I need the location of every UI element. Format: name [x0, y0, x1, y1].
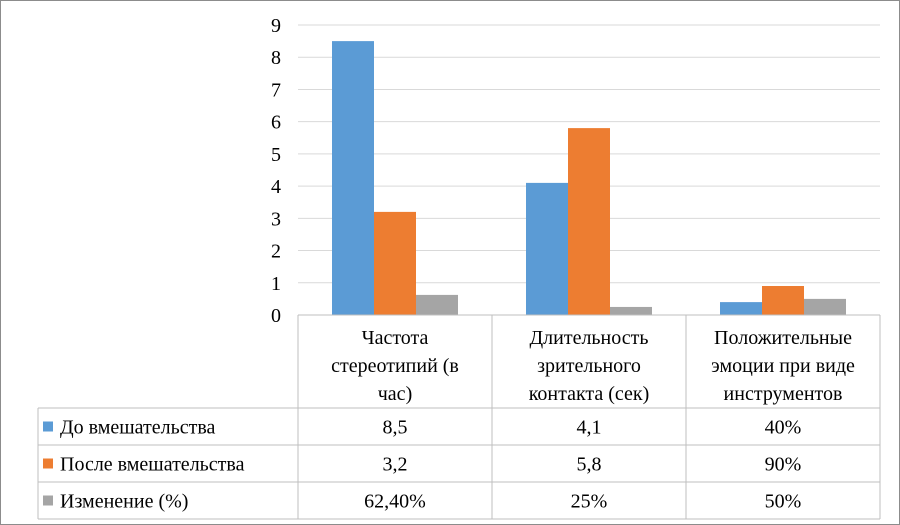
category-label: зрительного	[537, 355, 641, 377]
legend-series-name: До вмешательства	[60, 417, 216, 439]
data-table-value: 90%	[765, 454, 802, 476]
data-table-value: 4,1	[577, 417, 602, 439]
y-tick-label: 5	[271, 144, 281, 166]
category-label: Длительность	[530, 327, 649, 349]
bar	[720, 302, 762, 315]
bar	[568, 128, 610, 315]
y-tick-label: 0	[271, 305, 281, 327]
legend-series-name: Изменение (%)	[60, 491, 188, 513]
category-label: контакта (сек)	[529, 383, 650, 405]
bars	[332, 41, 846, 315]
bar	[804, 298, 846, 315]
data-table-value: 62,40%	[364, 491, 426, 513]
data-table-value: 8,5	[383, 417, 408, 439]
legend-swatch	[43, 495, 53, 506]
data-table-value: 3,2	[383, 454, 408, 476]
data-table-value: 5,8	[577, 454, 602, 476]
y-tick-label: 2	[271, 241, 281, 263]
legend-series-name: После вмешательства	[60, 454, 245, 476]
bar	[526, 182, 568, 315]
category-label: Частота	[362, 327, 429, 349]
y-tick-label: 9	[271, 15, 281, 37]
y-tick-label: 8	[271, 47, 281, 69]
category-label: эмоции при виде	[711, 355, 855, 377]
y-tick-label: 1	[271, 273, 281, 295]
data-table-value: 25%	[571, 491, 608, 513]
bar	[374, 211, 416, 315]
legend-swatch	[43, 458, 53, 469]
bar	[332, 41, 374, 315]
y-tick-label: 4	[271, 176, 281, 198]
y-tick-label: 6	[271, 112, 281, 134]
y-tick-label: 3	[271, 208, 281, 230]
legend-swatch	[43, 421, 53, 432]
category-label: стереотипий (в	[331, 355, 459, 377]
y-axis: 0 1 2 3 4 5 6 7 8 9	[271, 15, 281, 327]
bar	[762, 286, 804, 315]
y-tick-label: 7	[271, 79, 281, 101]
category-label: Положительные	[714, 327, 852, 349]
category-label: час)	[378, 383, 412, 405]
data-table: Частота стереотипий (в час) Длительность зри…	[37, 314, 881, 520]
category-label: инструментов	[724, 383, 843, 405]
data-table-value: 50%	[765, 491, 802, 513]
data-table-value: 40%	[765, 417, 802, 439]
bar	[416, 294, 458, 315]
bar	[610, 306, 652, 315]
